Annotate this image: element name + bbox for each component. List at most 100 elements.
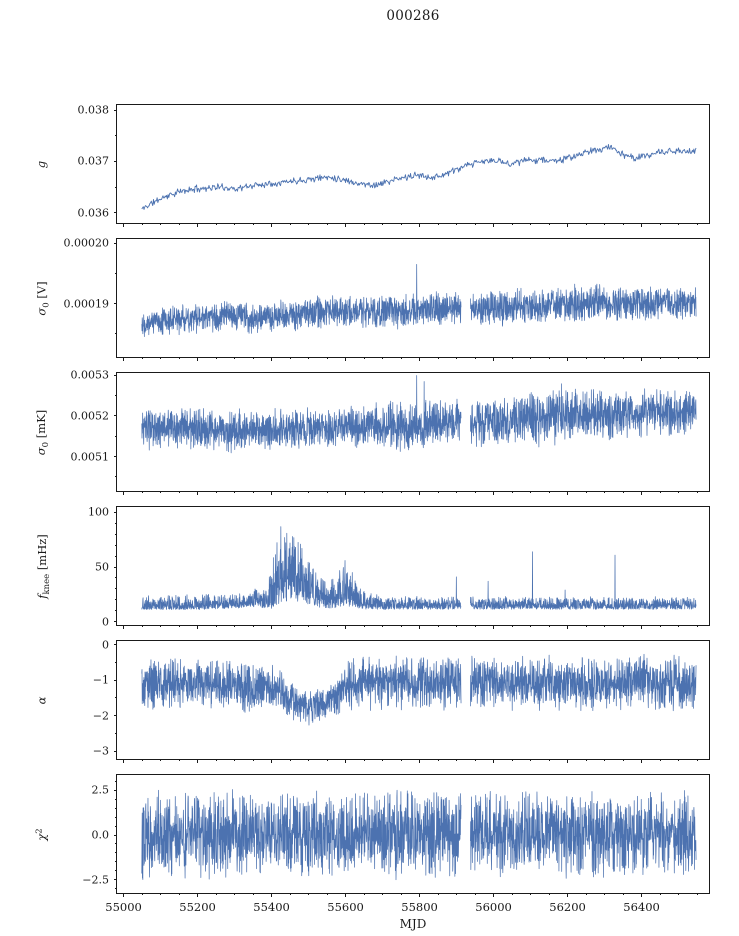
x-minor-tick-mark xyxy=(548,759,550,761)
x-minor-tick-mark xyxy=(456,893,458,895)
x-minor-tick-mark xyxy=(437,357,439,359)
y-minor-tick-mark xyxy=(115,662,117,664)
x-minor-tick-mark xyxy=(678,759,680,761)
x-minor-tick-mark xyxy=(696,759,698,761)
x-minor-tick-mark xyxy=(400,759,402,761)
x-minor-tick-mark xyxy=(437,893,439,895)
plot-canvas xyxy=(117,775,709,893)
y-tick-label: 0 xyxy=(102,615,109,629)
x-minor-tick-mark xyxy=(585,491,587,493)
x-minor-tick-mark xyxy=(382,759,384,761)
x-minor-tick-mark xyxy=(530,357,532,359)
x-minor-tick-mark xyxy=(659,223,661,225)
x-minor-tick-mark xyxy=(456,357,458,359)
y-minor-tick-mark xyxy=(115,544,117,546)
x-tick-mark xyxy=(641,893,643,897)
x-minor-tick-mark xyxy=(696,491,698,493)
x-minor-tick-mark xyxy=(215,759,217,761)
x-tick-mark xyxy=(271,357,273,361)
x-minor-tick-mark xyxy=(585,625,587,627)
x-tick-mark xyxy=(567,491,569,495)
x-minor-tick-mark xyxy=(474,759,476,761)
y-axis-label: σ0 [mK] xyxy=(33,373,53,491)
x-tick-mark xyxy=(567,625,569,629)
x-tick-mark xyxy=(271,893,273,897)
x-minor-tick-mark xyxy=(511,893,513,895)
x-tick-label: 56000 xyxy=(475,900,512,914)
y-tick-label: 0.00019 xyxy=(63,297,110,311)
x-minor-tick-mark xyxy=(289,491,291,493)
x-minor-tick-mark xyxy=(289,223,291,225)
x-minor-tick-mark xyxy=(474,491,476,493)
y-tick-mark xyxy=(113,456,117,458)
x-minor-tick-mark xyxy=(400,223,402,225)
x-minor-tick-mark xyxy=(252,759,254,761)
x-minor-tick-mark xyxy=(585,893,587,895)
x-tick-mark xyxy=(123,357,125,361)
ylabel-sub: knee xyxy=(41,573,52,595)
y-tick-mark xyxy=(113,879,117,881)
x-tick-mark xyxy=(197,491,199,495)
y-minor-tick-mark xyxy=(115,798,117,800)
x-axis-label: MJD xyxy=(399,917,427,931)
y-minor-tick-mark xyxy=(115,135,117,137)
x-minor-tick-mark xyxy=(456,491,458,493)
y-minor-tick-mark xyxy=(115,697,117,699)
x-minor-tick-mark xyxy=(659,893,661,895)
x-tick-mark xyxy=(345,491,347,495)
x-tick-mark xyxy=(197,223,199,227)
subplot-g: g 0.036 0.037 0.038 xyxy=(35,104,710,227)
subplot-alpha: α 0 −1 −2 −3 xyxy=(35,638,710,763)
y-axis-label-text: σ0 [V] xyxy=(35,281,52,315)
x-tick-mark xyxy=(419,357,421,361)
x-minor-tick-mark xyxy=(160,491,162,493)
x-minor-tick-mark xyxy=(400,491,402,493)
y-tick-mark xyxy=(113,715,117,717)
x-minor-tick-mark xyxy=(696,625,698,627)
x-minor-tick-mark xyxy=(382,893,384,895)
x-minor-tick-mark xyxy=(530,625,532,627)
x-minor-tick-mark xyxy=(604,223,606,225)
y-tick-mark xyxy=(113,644,117,646)
x-minor-tick-mark xyxy=(141,759,143,761)
ylabel-main: g xyxy=(34,160,49,168)
y-axis-label-text: g xyxy=(35,160,52,167)
x-minor-tick-mark xyxy=(456,223,458,225)
x-minor-tick-mark xyxy=(308,625,310,627)
x-minor-tick-mark xyxy=(511,357,513,359)
x-minor-tick-mark xyxy=(622,223,624,225)
y-axis-label-text: χ2 xyxy=(34,828,51,840)
y-minor-tick-mark xyxy=(115,852,117,854)
x-minor-tick-mark xyxy=(530,893,532,895)
y-tick-label: 0.037 xyxy=(77,154,110,168)
y-tick-mark xyxy=(113,303,117,305)
y-axis-label: α xyxy=(33,641,53,759)
y-tick-label: −3 xyxy=(92,744,109,758)
x-minor-tick-mark xyxy=(308,893,310,895)
plot-canvas xyxy=(117,507,709,625)
x-minor-tick-mark xyxy=(659,625,661,627)
y-minor-tick-mark xyxy=(115,825,117,827)
y-minor-tick-mark xyxy=(115,272,117,274)
y-tick-mark xyxy=(113,242,117,244)
x-minor-tick-mark xyxy=(215,223,217,225)
x-tick-mark xyxy=(641,625,643,629)
x-tick-mark xyxy=(419,759,421,763)
x-minor-tick-mark xyxy=(474,625,476,627)
x-minor-tick-mark xyxy=(141,491,143,493)
x-minor-tick-mark xyxy=(511,491,513,493)
x-minor-tick-mark xyxy=(456,759,458,761)
y-axis-label: χ2 xyxy=(33,775,53,893)
y-minor-tick-mark xyxy=(115,186,117,188)
x-minor-tick-mark xyxy=(308,491,310,493)
x-minor-tick-mark xyxy=(400,893,402,895)
x-tick-label: 56400 xyxy=(623,900,660,914)
y-tick-label: 0 xyxy=(102,638,109,652)
x-minor-tick-mark xyxy=(363,759,365,761)
y-minor-tick-mark xyxy=(115,861,117,863)
y-tick-mark xyxy=(113,679,117,681)
x-minor-tick-mark xyxy=(622,491,624,493)
x-minor-tick-mark xyxy=(363,491,365,493)
x-tick-mark xyxy=(123,893,125,897)
x-tick-mark xyxy=(271,223,273,227)
